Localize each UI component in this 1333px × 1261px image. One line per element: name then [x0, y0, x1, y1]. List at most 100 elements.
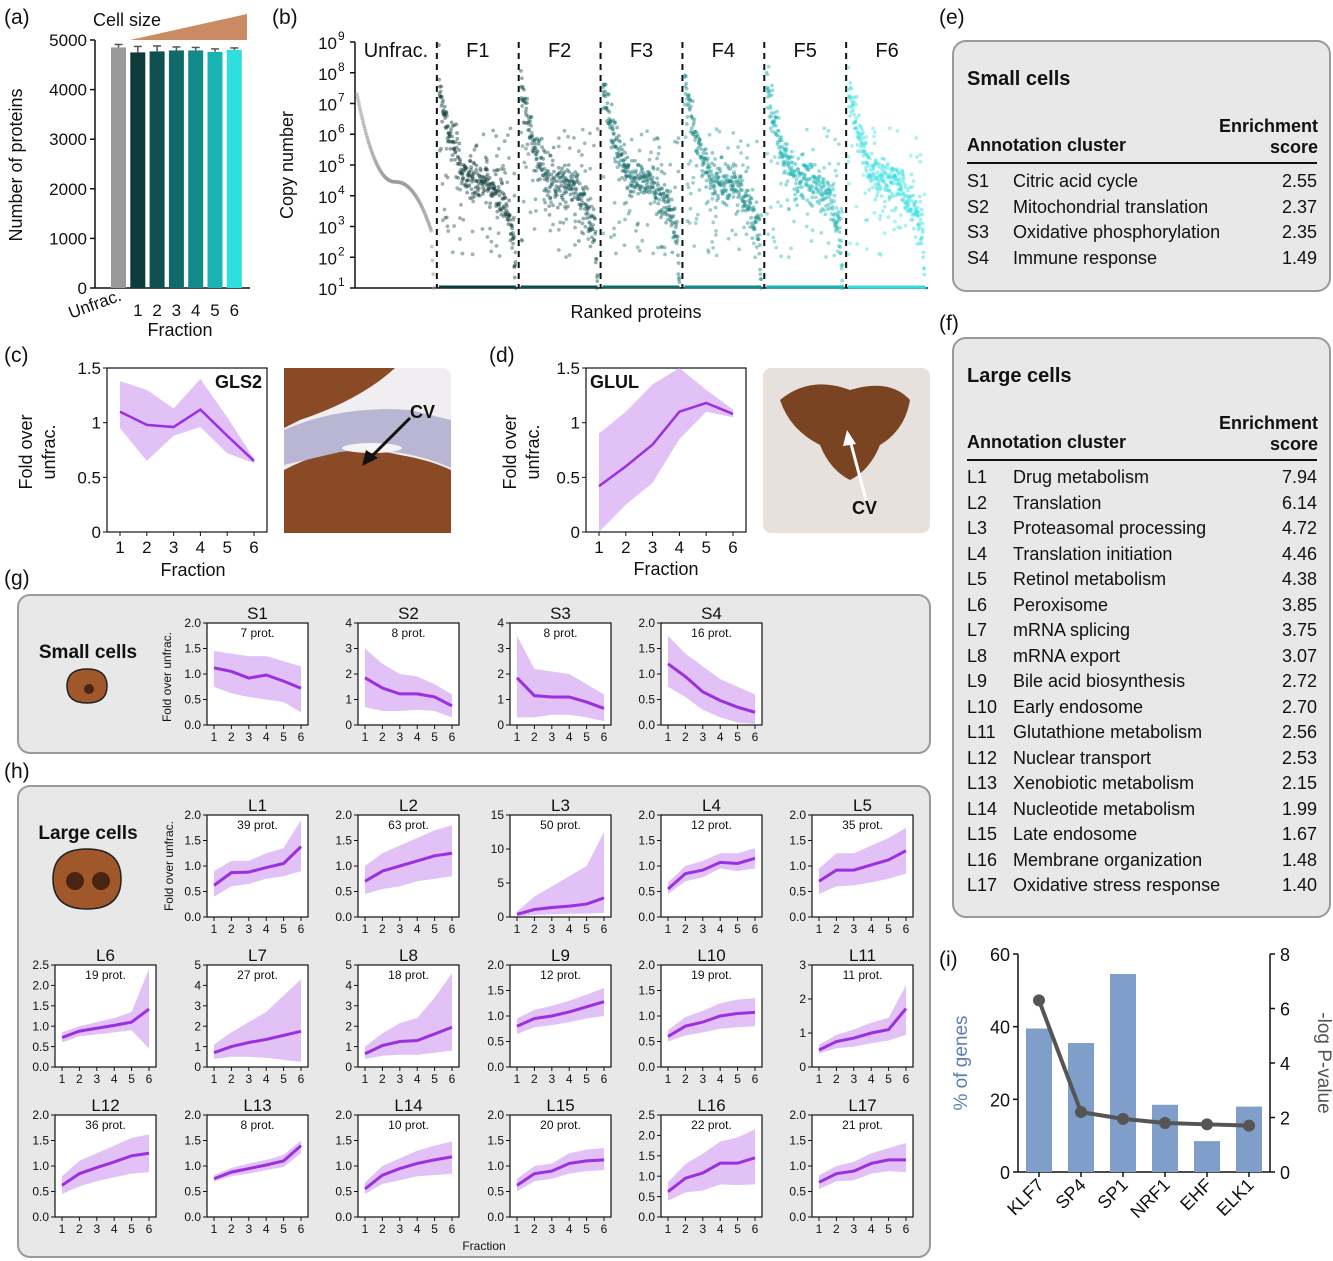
data-point	[443, 215, 448, 220]
data-point	[885, 175, 890, 180]
x-tick-label: 2	[379, 1222, 386, 1236]
data-point	[737, 247, 742, 252]
data-point	[698, 154, 703, 159]
data-point	[659, 245, 664, 250]
enrichment-score: 6.14	[1281, 492, 1317, 513]
data-point	[525, 101, 529, 105]
data-point	[479, 179, 484, 183]
large-cells-table-title: Large cells	[967, 365, 1072, 387]
data-point	[620, 147, 625, 152]
data-point	[704, 185, 708, 189]
data-point	[692, 130, 697, 134]
data-point	[901, 197, 906, 202]
data-point	[562, 191, 566, 196]
y-tick-label: 0.5	[638, 693, 655, 707]
data-point	[506, 222, 511, 227]
data-point	[493, 188, 498, 193]
data-point	[665, 208, 670, 212]
data-point	[605, 101, 610, 106]
data-point	[735, 209, 740, 214]
data-point	[646, 172, 650, 177]
data-point	[659, 244, 664, 249]
data-point	[899, 184, 903, 189]
data-point	[730, 183, 735, 188]
data-point	[829, 212, 834, 216]
data-point	[918, 225, 922, 230]
data-point	[915, 205, 920, 210]
data-point	[562, 170, 567, 174]
mean-line	[213, 1029, 302, 1055]
data-point	[643, 186, 648, 191]
data-point	[437, 77, 442, 82]
data-point	[553, 189, 558, 194]
data-point	[492, 184, 497, 189]
data-point	[718, 182, 722, 186]
data-point	[563, 189, 567, 194]
protein-count: 20 prot.	[540, 1118, 581, 1132]
data-point	[829, 198, 834, 203]
data-point	[570, 187, 575, 192]
x-tick-label: 6	[601, 1222, 608, 1236]
x-tick-label: 2	[228, 1222, 235, 1236]
protein-count: 27 prot.	[237, 968, 278, 982]
x-tick-label: 2	[531, 922, 538, 936]
data-point	[726, 180, 731, 184]
data-point	[567, 146, 572, 151]
data-point	[662, 182, 667, 187]
x-tick-label: 3	[396, 1222, 403, 1236]
data-point	[484, 200, 488, 205]
x-tick-label: 2	[682, 1222, 689, 1236]
cv-arrow	[848, 439, 868, 501]
y-tick-label: 10	[318, 249, 337, 268]
x-tick-label: 3	[93, 1072, 100, 1086]
data-point	[633, 158, 637, 163]
data-point	[563, 204, 567, 209]
data-point	[868, 177, 873, 182]
data-point	[513, 263, 518, 267]
data-point	[805, 212, 810, 217]
data-point	[811, 190, 816, 195]
data-point	[669, 207, 674, 212]
data-point	[771, 123, 776, 128]
data-point	[765, 72, 770, 77]
data-point	[740, 208, 745, 213]
data-point	[765, 151, 770, 156]
y-tick-label: 1.5	[789, 1134, 806, 1148]
data-point	[636, 191, 641, 196]
data-point	[825, 207, 830, 212]
cluster-term: Citric acid cycle	[1013, 171, 1139, 191]
data-point	[724, 180, 729, 184]
data-point	[893, 174, 898, 179]
data-point	[851, 108, 856, 113]
data-point	[559, 169, 563, 174]
data-point	[613, 120, 617, 125]
data-point	[665, 194, 669, 199]
data-point	[438, 94, 442, 99]
y-tick-label: 0.5	[77, 468, 101, 487]
data-point	[774, 133, 779, 137]
data-point	[783, 162, 788, 166]
data-point	[470, 177, 475, 182]
data-point	[523, 96, 528, 101]
data-point	[816, 188, 821, 192]
data-point	[754, 200, 759, 205]
data-point	[669, 223, 674, 228]
data-point	[656, 201, 661, 206]
cluster-id: L15	[967, 824, 998, 844]
data-point	[831, 217, 836, 222]
data-point	[865, 174, 870, 179]
data-point	[754, 139, 759, 144]
data-point	[486, 187, 491, 192]
data-point	[701, 159, 706, 164]
data-point	[910, 213, 915, 218]
data-point	[779, 138, 784, 143]
data-point	[751, 208, 755, 213]
x-tick-label: 4	[868, 1072, 875, 1086]
data-point	[914, 209, 919, 214]
data-point	[849, 86, 854, 91]
data-point	[716, 196, 721, 201]
p-value-point	[1117, 1112, 1129, 1125]
data-point	[668, 162, 673, 167]
data-point	[776, 115, 781, 120]
data-point	[445, 136, 450, 141]
